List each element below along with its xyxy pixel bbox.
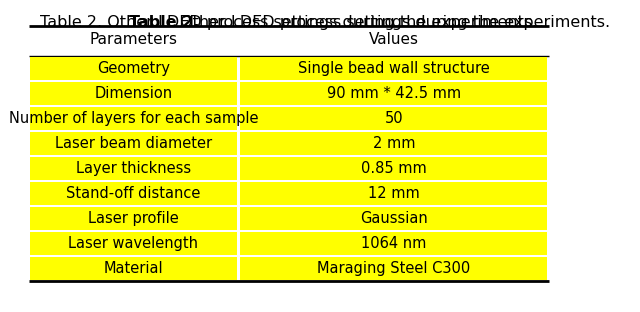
FancyBboxPatch shape	[240, 157, 547, 180]
FancyBboxPatch shape	[30, 257, 237, 280]
FancyBboxPatch shape	[240, 207, 547, 230]
Text: Gaussian: Gaussian	[360, 211, 428, 226]
Text: 90 mm * 42.5 mm: 90 mm * 42.5 mm	[326, 86, 461, 101]
Text: Parameters: Parameters	[90, 32, 177, 47]
FancyBboxPatch shape	[30, 157, 237, 180]
Text: Values: Values	[369, 32, 419, 47]
FancyBboxPatch shape	[30, 57, 237, 80]
Text: 1064 nm: 1064 nm	[361, 236, 426, 251]
Text: Material: Material	[104, 261, 163, 276]
Text: Laser beam diameter: Laser beam diameter	[55, 136, 212, 151]
Text: Maraging Steel C300: Maraging Steel C300	[317, 261, 470, 276]
FancyBboxPatch shape	[30, 132, 237, 155]
Text: Geometry: Geometry	[97, 61, 170, 76]
Text: 50: 50	[385, 111, 403, 126]
Text: Dimension: Dimension	[95, 86, 173, 101]
FancyBboxPatch shape	[30, 107, 237, 130]
Text: Table 2. Other LDED process settings during the experiments.: Table 2. Other LDED process settings dur…	[40, 15, 538, 30]
FancyBboxPatch shape	[30, 82, 237, 105]
FancyBboxPatch shape	[240, 182, 547, 205]
Text: Number of layers for each sample: Number of layers for each sample	[9, 111, 258, 126]
Text: Stand-off distance: Stand-off distance	[67, 186, 201, 201]
Text: 0.85 mm: 0.85 mm	[361, 161, 427, 176]
FancyBboxPatch shape	[30, 182, 237, 205]
Text: 12 mm: 12 mm	[368, 186, 420, 201]
FancyBboxPatch shape	[240, 57, 547, 80]
FancyBboxPatch shape	[240, 132, 547, 155]
FancyBboxPatch shape	[240, 232, 547, 255]
Text: Laser profile: Laser profile	[88, 211, 179, 226]
FancyBboxPatch shape	[240, 257, 547, 280]
FancyBboxPatch shape	[30, 207, 237, 230]
Text: Layer thickness: Layer thickness	[76, 161, 191, 176]
FancyBboxPatch shape	[240, 107, 547, 130]
FancyBboxPatch shape	[30, 232, 237, 255]
Text: Single bead wall structure: Single bead wall structure	[298, 61, 490, 76]
Text: 2 mm: 2 mm	[372, 136, 415, 151]
FancyBboxPatch shape	[240, 82, 547, 105]
Text: Laser wavelength: Laser wavelength	[68, 236, 198, 251]
Text: Table 2.: Table 2.	[129, 15, 200, 30]
Text: Other LDED process settings during the experiments.: Other LDED process settings during the e…	[175, 15, 611, 30]
